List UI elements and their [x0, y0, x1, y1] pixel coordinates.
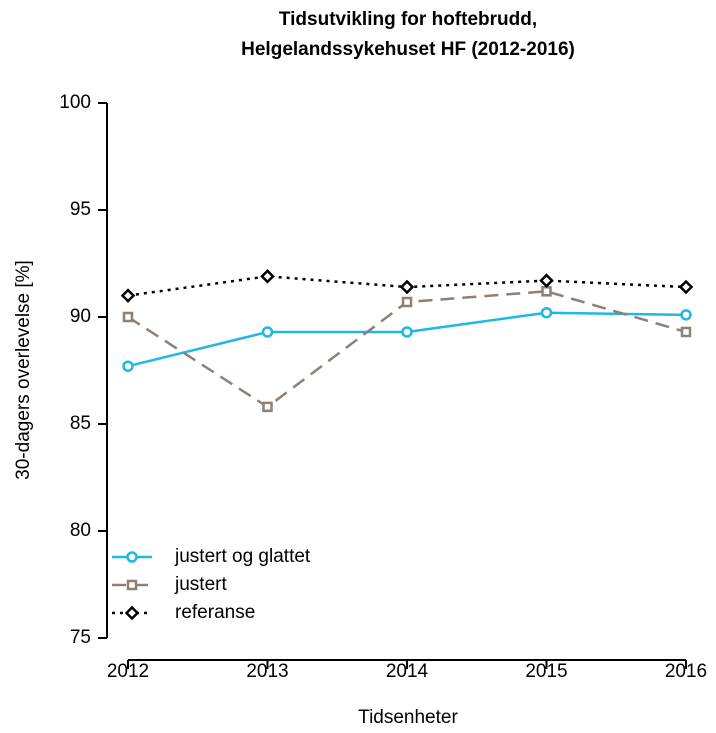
y-tick-label: 85 [70, 413, 91, 434]
x-tick-label: 2012 [107, 661, 149, 682]
x-tick-label: 2013 [246, 661, 288, 682]
marker [262, 401, 273, 413]
x-tick-label: 2015 [525, 661, 567, 682]
series-line [127, 290, 687, 409]
marker [120, 288, 136, 303]
marker [126, 579, 138, 591]
legend-label: justert [174, 574, 227, 595]
marker [541, 286, 552, 297]
marker [124, 605, 140, 621]
y-tick-label: 100 [59, 92, 91, 113]
y-axis-label: 30-dagers overlevelse [%] [13, 260, 34, 480]
x-tick-label: 2014 [386, 661, 429, 682]
legend-label: referanse [175, 602, 255, 623]
marker [261, 326, 274, 338]
marker [680, 326, 692, 338]
marker [401, 296, 413, 308]
series-line [127, 311, 687, 368]
marker [680, 309, 692, 321]
marker [122, 311, 134, 323]
y-tick-label: 90 [70, 306, 91, 327]
marker [540, 306, 553, 319]
legend-label: justert og glattet [174, 546, 311, 567]
y-tick-label: 95 [70, 199, 91, 220]
marker [126, 551, 138, 563]
y-tick-label: 75 [70, 627, 91, 648]
marker [401, 326, 413, 338]
marker [539, 273, 554, 288]
marker [122, 360, 134, 372]
marker [399, 279, 415, 295]
marker [678, 279, 694, 295]
chart-title: Helgelandssykehuset HF (2012-2016) [241, 39, 575, 60]
x-axis-label: Tidsenheter [358, 707, 458, 728]
y-tick-label: 80 [70, 520, 91, 541]
x-tick-label: 2016 [665, 661, 707, 682]
marker [260, 269, 275, 284]
chart-title: Tidsutvikling for hoftebrudd, [279, 9, 537, 30]
